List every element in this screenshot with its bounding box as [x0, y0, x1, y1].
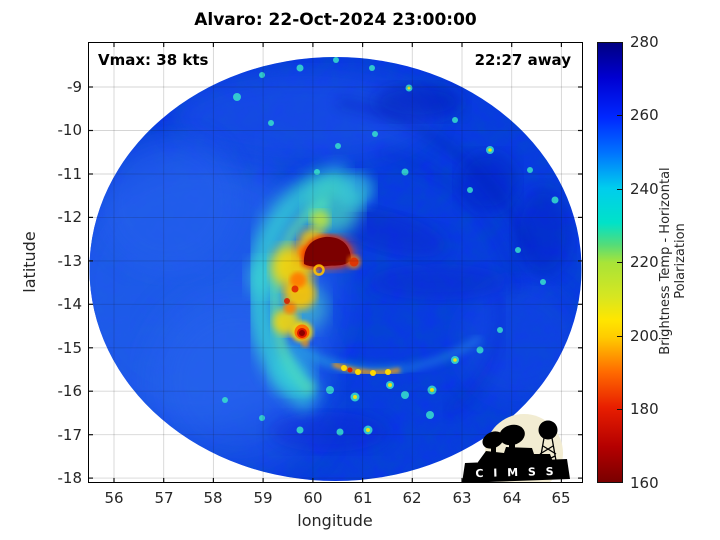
colorbar-tick-label: 200 [630, 327, 659, 345]
x-tick-label: 60 [303, 489, 323, 507]
y-tick-label: -16 [57, 382, 83, 400]
colorbar-tick-label: 280 [630, 33, 659, 51]
x-tick-label: 62 [402, 489, 422, 507]
colorbar-tick-label: 260 [630, 106, 659, 124]
water-tower-icon [538, 420, 558, 440]
x-tick-label: 59 [253, 489, 273, 507]
x-tick-label: 57 [154, 489, 174, 507]
x-tick-label: 64 [502, 489, 522, 507]
x-tick-label: 61 [353, 489, 373, 507]
colorbar-tick-label: 240 [630, 180, 659, 198]
y-tick-label: -15 [57, 339, 83, 357]
y-tick-label: -17 [57, 426, 83, 444]
vmax-annotation: Vmax: 38 kts [98, 51, 209, 69]
satellite-dish-icon [499, 424, 525, 446]
colorbar-tick-label: 220 [630, 253, 659, 271]
y-tick-label: -9 [67, 78, 82, 96]
x-tick-label: 63 [452, 489, 472, 507]
x-tick-label: 58 [203, 489, 223, 507]
colorbar-axis-label: Brightness Temp - Horizontal Polarizatio… [658, 167, 688, 355]
y-axis-label: latitude [20, 231, 39, 293]
cimss-logo: C I M S S [462, 414, 570, 492]
colorbar-tick-label: 180 [630, 400, 659, 418]
colorbar-tick-label: 160 [630, 474, 659, 492]
chart-title: Alvaro: 22-Oct-2024 23:00:00 [194, 10, 477, 30]
swath-image: C I M S S [88, 42, 583, 492]
y-tick-label: -12 [57, 208, 83, 226]
y-tick-label: -14 [57, 295, 83, 313]
cimss-logo-text: C I M S S [475, 465, 557, 480]
y-tick-label: -10 [57, 121, 83, 139]
x-tick-label: 56 [104, 489, 124, 507]
x-axis-label: longitude [297, 511, 373, 530]
y-tick-label: -13 [57, 252, 83, 270]
plot-area: C I M S S Vmax: 38 kts 22:27 away [88, 42, 583, 492]
y-tick-label: -18 [57, 469, 83, 487]
satellite-dish-icon [482, 431, 504, 449]
swath-texture [89, 57, 582, 481]
x-tick-label: 65 [551, 489, 571, 507]
y-tick-label: -11 [57, 165, 83, 183]
cimss-banner [462, 459, 570, 483]
time-away-annotation: 22:27 away [474, 51, 571, 69]
